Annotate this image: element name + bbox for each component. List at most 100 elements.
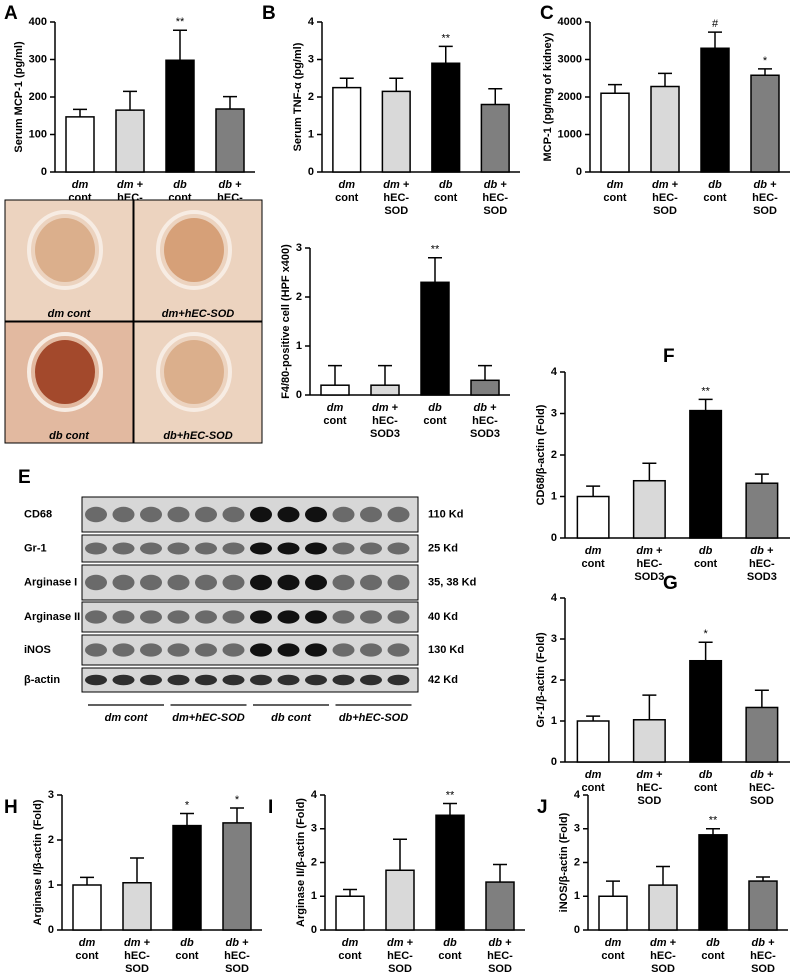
x-tick-label: cont (582, 558, 606, 570)
error-bar (223, 95, 237, 109)
x-tick-label: hEC- (749, 782, 775, 794)
x-tick-label: hEC- (487, 950, 513, 962)
y-tick-label: 3 (48, 789, 54, 801)
error-bar (698, 398, 713, 411)
blot-band (140, 610, 162, 624)
significance-label: ** (441, 32, 450, 44)
blot-band (222, 610, 245, 624)
panel-letter: I (268, 797, 273, 818)
blot-band (332, 643, 355, 657)
y-tick-label: 1 (551, 490, 557, 502)
panel-letter: E (18, 467, 31, 488)
x-tick-label: dm (79, 937, 96, 949)
blot-band (222, 574, 245, 591)
y-axis-label: CD68/β-actin (Fold) (535, 404, 547, 505)
significance-label: ** (431, 244, 440, 256)
y-tick-label: 0 (296, 389, 302, 401)
x-tick-label: dm (585, 545, 602, 557)
x-tick-label: SOD (388, 963, 412, 972)
blot-band (112, 674, 135, 686)
capsule (27, 210, 103, 290)
y-tick-label: 2 (296, 291, 302, 303)
blot-band (112, 610, 135, 624)
x-tick-label: dm + (387, 937, 414, 949)
x-tick-label: db (708, 179, 722, 191)
panel-letter: G (663, 573, 678, 594)
error-bar (656, 865, 670, 886)
x-tick-label: SOD (483, 205, 507, 217)
x-tick-label: dm + (117, 179, 144, 191)
blot-band (250, 542, 272, 555)
x-tick-label: dm + (650, 937, 677, 949)
panel-letter: B (262, 3, 276, 24)
y-tick-label: 2 (574, 856, 580, 868)
blot-band (195, 506, 217, 523)
y-tick-label: 200 (29, 91, 47, 103)
y-tick-label: 0 (576, 166, 582, 178)
x-tick-label: dm + (652, 179, 679, 191)
error-bar (606, 880, 620, 897)
significance-label: * (703, 628, 708, 640)
bar (576, 495, 610, 539)
panel-letter: A (4, 3, 18, 24)
bar (598, 895, 628, 931)
blot-band (305, 542, 327, 555)
bar (370, 384, 400, 396)
panel-letter: C (540, 3, 554, 24)
x-tick-label: db + (226, 937, 249, 949)
x-tick-label: cont (694, 558, 718, 570)
error-bar (343, 888, 357, 897)
bar (381, 90, 411, 173)
x-tick-label: hEC- (637, 782, 663, 794)
x-tick-label: SOD (753, 205, 777, 217)
x-tick-label: hEC- (224, 950, 250, 962)
bar (332, 86, 362, 173)
glomerulus (35, 340, 95, 404)
error-bar (428, 257, 442, 283)
error-bar (73, 108, 87, 117)
error-bar (493, 863, 507, 883)
error-bar (586, 715, 601, 721)
bar (215, 108, 245, 173)
blot-band (167, 610, 190, 624)
bar (470, 379, 500, 396)
bar (632, 479, 666, 539)
x-tick-label: SOD3 (634, 571, 664, 583)
blot-row-name: β-actin (24, 674, 60, 686)
blot-band (250, 506, 272, 523)
error-bar (754, 473, 769, 484)
bar (698, 834, 728, 931)
blot-band (360, 674, 382, 686)
blot-band (277, 542, 300, 555)
blot-size: 40 Kd (428, 611, 458, 623)
error-bar (754, 689, 769, 708)
y-tick-label: 4 (551, 592, 558, 604)
x-tick-label: hEC- (752, 192, 778, 204)
blot-band (112, 574, 135, 591)
blot-band (387, 574, 410, 591)
blot-band (167, 574, 190, 591)
x-tick-label: hEC- (472, 415, 498, 427)
x-tick-label: hEC- (750, 950, 776, 962)
x-tick-label: db + (484, 179, 507, 191)
blot-band (195, 542, 217, 555)
y-axis-label: Serum TNF-α (pg/ml) (292, 42, 304, 151)
error-bar (130, 857, 144, 883)
error-bar (123, 90, 137, 111)
error-bar (80, 876, 94, 885)
blot-group-label: dm cont (105, 712, 149, 724)
blot-band (195, 643, 217, 657)
x-tick-label: SOD (653, 205, 677, 217)
x-tick-label: SOD (651, 963, 675, 972)
x-tick-label: dm (585, 769, 602, 781)
x-tick-label: cont (601, 950, 625, 962)
y-tick-label: 0 (574, 924, 580, 936)
blot-band (250, 574, 272, 591)
x-tick-label: cont (434, 192, 458, 204)
blot-band (305, 674, 327, 686)
error-bar (443, 802, 457, 816)
y-tick-label: 0 (48, 924, 54, 936)
bar (435, 814, 465, 931)
x-tick-label: db (173, 179, 187, 191)
